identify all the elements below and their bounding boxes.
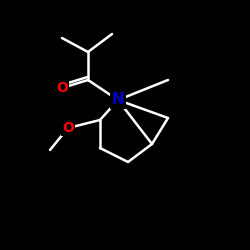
Text: O: O <box>62 121 74 135</box>
Text: O: O <box>56 81 68 95</box>
Text: N: N <box>112 92 124 108</box>
